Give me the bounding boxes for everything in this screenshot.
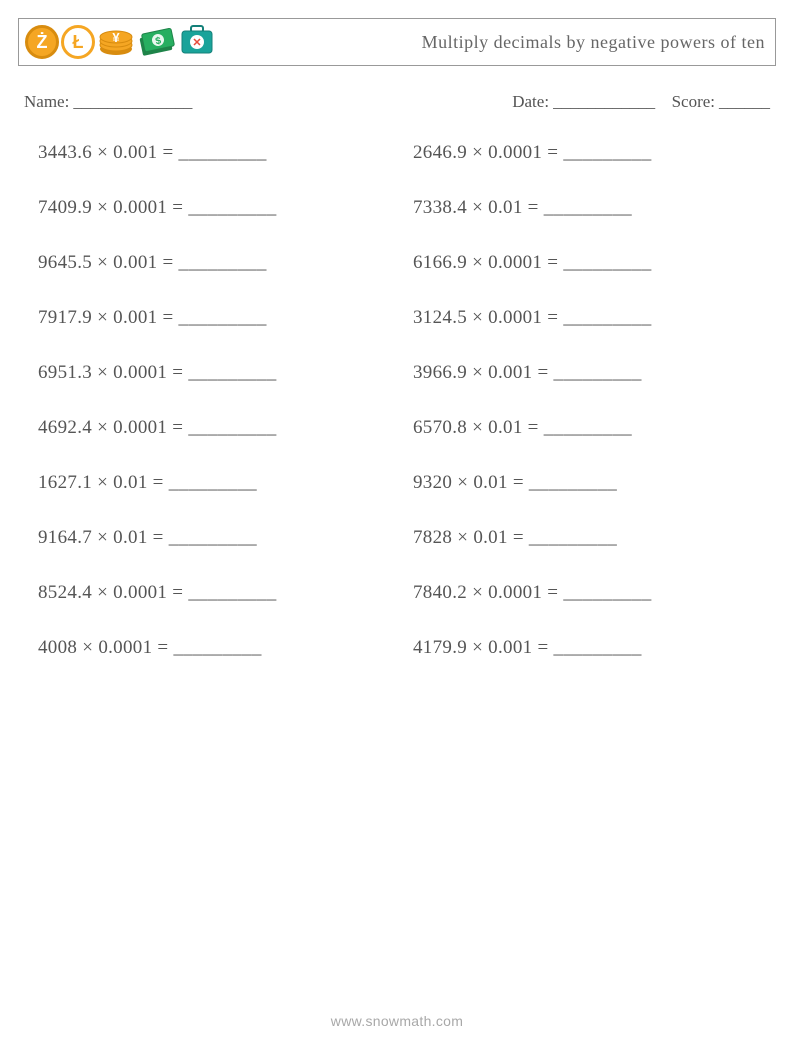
problem-right-2: 6166.9 × 0.0001 = _________ [413,252,768,274]
problem-right-1: 7338.4 × 0.01 = _________ [413,197,768,219]
date-label: Date: [512,92,549,112]
coin-y-stack-icon: ¥ [97,23,135,62]
problem-left-5: 4692.4 × 0.0001 = _________ [38,417,393,439]
date-blank[interactable]: ____________ [553,92,655,112]
coin-z-icon: Ż [25,25,59,59]
score-blank[interactable]: ______ [719,92,770,112]
score-label: Score: [672,92,715,112]
problem-right-9: 4179.9 × 0.001 = _________ [413,637,768,659]
problem-left-8: 8524.4 × 0.0001 = _________ [38,582,393,604]
problem-left-9: 4008 × 0.0001 = _________ [38,637,393,659]
problem-right-4: 3966.9 × 0.001 = _________ [413,362,768,384]
problem-left-2: 9645.5 × 0.001 = _________ [38,252,393,274]
header-box: ŻŁ ¥ $ ✕ Multiply decimals by negative powe… [18,18,776,66]
svg-text:✕: ✕ [192,37,201,49]
footer-url: www.snowmath.com [0,1013,794,1029]
info-row: Name: ______________ Date: ____________ … [24,92,770,112]
problem-right-5: 6570.8 × 0.01 = _________ [413,417,768,439]
name-label: Name: [24,92,69,112]
problem-right-0: 2646.9 × 0.0001 = _________ [413,142,768,164]
briefcase-icon: ✕ [179,23,215,62]
problem-left-4: 6951.3 × 0.0001 = _________ [38,362,393,384]
problem-right-6: 9320 × 0.01 = _________ [413,472,768,494]
problem-grid: 3443.6 × 0.001 = _________ 2646.9 × 0.000… [38,142,768,659]
name-blank[interactable]: ______________ [73,92,192,112]
problem-right-8: 7840.2 × 0.0001 = _________ [413,582,768,604]
cash-stack-icon: $ [137,23,177,62]
problem-left-7: 9164.7 × 0.01 = _________ [38,527,393,549]
problem-right-7: 7828 × 0.01 = _________ [413,527,768,549]
problem-right-3: 3124.5 × 0.0001 = _________ [413,307,768,329]
worksheet-title: Multiply decimals by negative powers of … [422,32,765,53]
problem-left-3: 7917.9 × 0.001 = _________ [38,307,393,329]
problem-left-1: 7409.9 × 0.0001 = _________ [38,197,393,219]
coin-l-icon: Ł [61,25,95,59]
header-icons: ŻŁ ¥ $ ✕ [25,23,215,62]
svg-text:¥: ¥ [112,30,120,45]
problem-left-0: 3443.6 × 0.001 = _________ [38,142,393,164]
problem-left-6: 1627.1 × 0.01 = _________ [38,472,393,494]
